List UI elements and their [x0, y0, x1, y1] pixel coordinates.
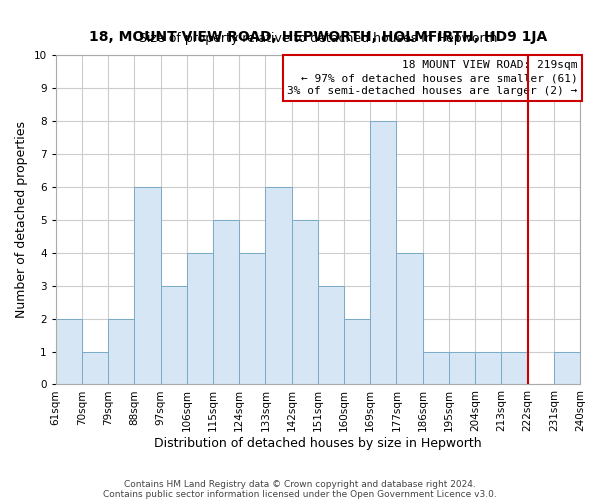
Bar: [265, 186, 292, 384]
Bar: [318, 286, 344, 384]
Bar: [370, 121, 397, 384]
Bar: [475, 352, 502, 384]
Bar: [423, 352, 449, 384]
Text: 18 MOUNT VIEW ROAD: 219sqm
← 97% of detached houses are smaller (61)
3% of semi-: 18 MOUNT VIEW ROAD: 219sqm ← 97% of deta…: [287, 60, 577, 96]
Bar: [82, 352, 108, 384]
Bar: [502, 352, 527, 384]
Bar: [213, 220, 239, 384]
Bar: [292, 220, 318, 384]
X-axis label: Distribution of detached houses by size in Hepworth: Distribution of detached houses by size …: [154, 437, 482, 450]
Y-axis label: Number of detached properties: Number of detached properties: [15, 121, 28, 318]
Title: 18, MOUNT VIEW ROAD, HEPWORTH, HOLMFIRTH, HD9 1JA: 18, MOUNT VIEW ROAD, HEPWORTH, HOLMFIRTH…: [89, 30, 547, 44]
Bar: [397, 252, 423, 384]
Bar: [449, 352, 475, 384]
Bar: [554, 352, 580, 384]
Text: Size of property relative to detached houses in Hepworth: Size of property relative to detached ho…: [139, 32, 497, 45]
Bar: [108, 318, 134, 384]
Bar: [187, 252, 213, 384]
Bar: [161, 286, 187, 384]
Bar: [134, 186, 161, 384]
Bar: [239, 252, 265, 384]
Text: Contains HM Land Registry data © Crown copyright and database right 2024.
Contai: Contains HM Land Registry data © Crown c…: [103, 480, 497, 499]
Bar: [56, 318, 82, 384]
Bar: [344, 318, 370, 384]
